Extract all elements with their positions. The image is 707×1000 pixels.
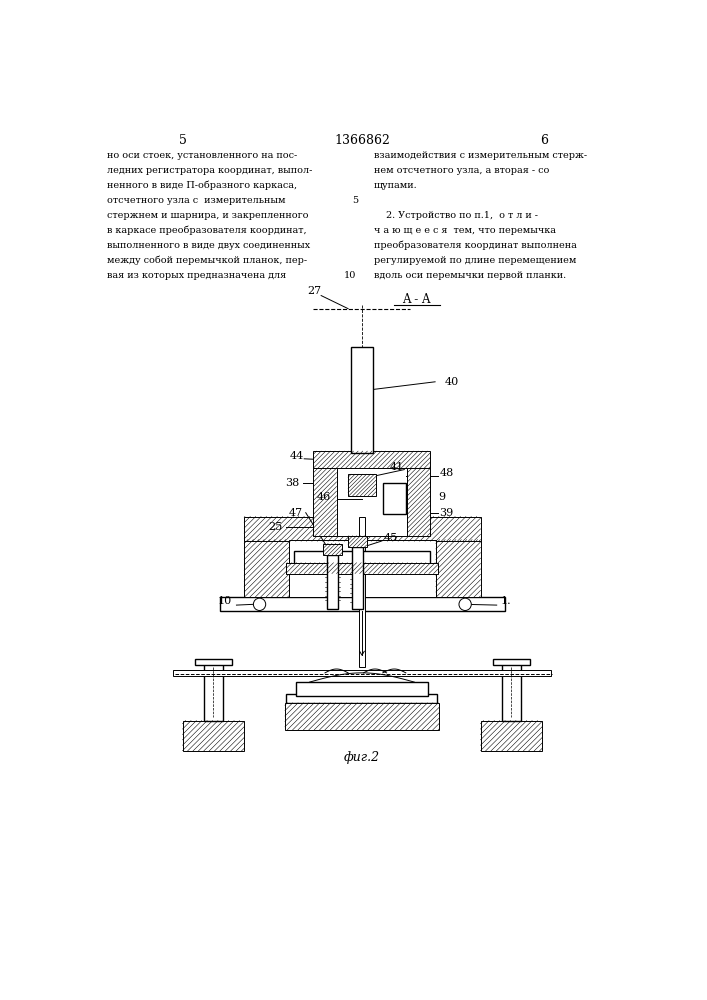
- Bar: [173, 670, 551, 676]
- Bar: [296, 682, 428, 696]
- Bar: [352, 547, 363, 609]
- Bar: [219, 597, 506, 611]
- Text: между собой перемычкой планок, пер-: между собой перемычкой планок, пер-: [107, 256, 308, 265]
- Bar: [286, 563, 438, 574]
- Bar: [285, 703, 439, 730]
- Bar: [288, 540, 436, 597]
- Text: 39: 39: [440, 508, 454, 518]
- Text: нем отсчетного узла, а вторая - со: нем отсчетного узла, а вторая - со: [373, 166, 549, 175]
- Text: выполненного в виде двух соединенных: выполненного в виде двух соединенных: [107, 241, 310, 250]
- Bar: [382, 483, 406, 514]
- Bar: [359, 517, 365, 667]
- Bar: [313, 468, 337, 536]
- Text: ненного в виде П-образного каркаса,: ненного в виде П-образного каркаса,: [107, 181, 297, 190]
- Text: 48: 48: [440, 468, 454, 478]
- Text: 5: 5: [179, 134, 187, 147]
- Text: вдоль оси перемычки первой планки.: вдоль оси перемычки первой планки.: [373, 271, 566, 280]
- Text: 44: 44: [289, 451, 303, 461]
- Text: преобразователя координат выполнена: преобразователя координат выполнена: [373, 241, 576, 250]
- Text: 2. Устройство по п.1,  о т л и -: 2. Устройство по п.1, о т л и -: [373, 211, 537, 220]
- Text: ч а ю щ е е с я  тем, что перемычка: ч а ю щ е е с я тем, что перемычка: [373, 226, 556, 235]
- Bar: [204, 663, 223, 721]
- Text: 5: 5: [352, 196, 358, 205]
- Text: 27: 27: [307, 286, 321, 296]
- Bar: [493, 659, 530, 665]
- Bar: [294, 551, 431, 565]
- Bar: [348, 536, 366, 547]
- Text: взаимодействия с измерительным стерж-: взаимодействия с измерительным стерж-: [373, 151, 587, 160]
- Text: регулируемой по длине перемещением: регулируемой по длине перемещением: [373, 256, 576, 265]
- Bar: [327, 555, 338, 609]
- Bar: [348, 474, 376, 496]
- Text: ледних регистратора координат, выпол-: ледних регистратора координат, выпол-: [107, 166, 312, 175]
- Text: 38: 38: [285, 478, 299, 488]
- Bar: [337, 468, 407, 536]
- Bar: [436, 540, 481, 597]
- Text: вая из которых предназначена для: вая из которых предназначена для: [107, 271, 286, 280]
- Bar: [244, 540, 288, 597]
- Text: 1.: 1.: [501, 596, 511, 606]
- Text: щупами.: щупами.: [373, 181, 417, 190]
- Text: отсчетного узла с  измерительным: отсчетного узла с измерительным: [107, 196, 286, 205]
- Text: 41: 41: [390, 462, 404, 472]
- Text: A - A: A - A: [402, 293, 431, 306]
- Text: 10: 10: [218, 596, 232, 606]
- Text: 1366862: 1366862: [334, 134, 390, 147]
- Bar: [195, 659, 232, 665]
- Text: стержнем и шарнира, и закрепленного: стержнем и шарнира, и закрепленного: [107, 211, 308, 220]
- Bar: [244, 517, 481, 541]
- Text: 47: 47: [288, 508, 303, 518]
- Text: 25: 25: [268, 522, 282, 532]
- Text: 46: 46: [317, 492, 332, 502]
- Text: 9: 9: [438, 492, 445, 502]
- Text: но оси стоек, установленного на пос-: но оси стоек, установленного на пос-: [107, 151, 298, 160]
- Circle shape: [253, 598, 266, 610]
- Text: 6: 6: [540, 134, 549, 147]
- Bar: [286, 694, 438, 703]
- Bar: [407, 468, 431, 536]
- Bar: [182, 721, 244, 751]
- Text: 10: 10: [344, 271, 356, 280]
- Text: 40: 40: [445, 377, 459, 387]
- Bar: [481, 721, 542, 751]
- Bar: [313, 451, 431, 468]
- Text: 45: 45: [383, 533, 397, 543]
- Bar: [324, 544, 342, 555]
- Text: фиг.2: фиг.2: [344, 751, 380, 764]
- Circle shape: [459, 598, 472, 610]
- Text: в каркасе преобразователя координат,: в каркасе преобразователя координат,: [107, 226, 307, 235]
- Bar: [351, 347, 373, 453]
- Bar: [502, 663, 520, 721]
